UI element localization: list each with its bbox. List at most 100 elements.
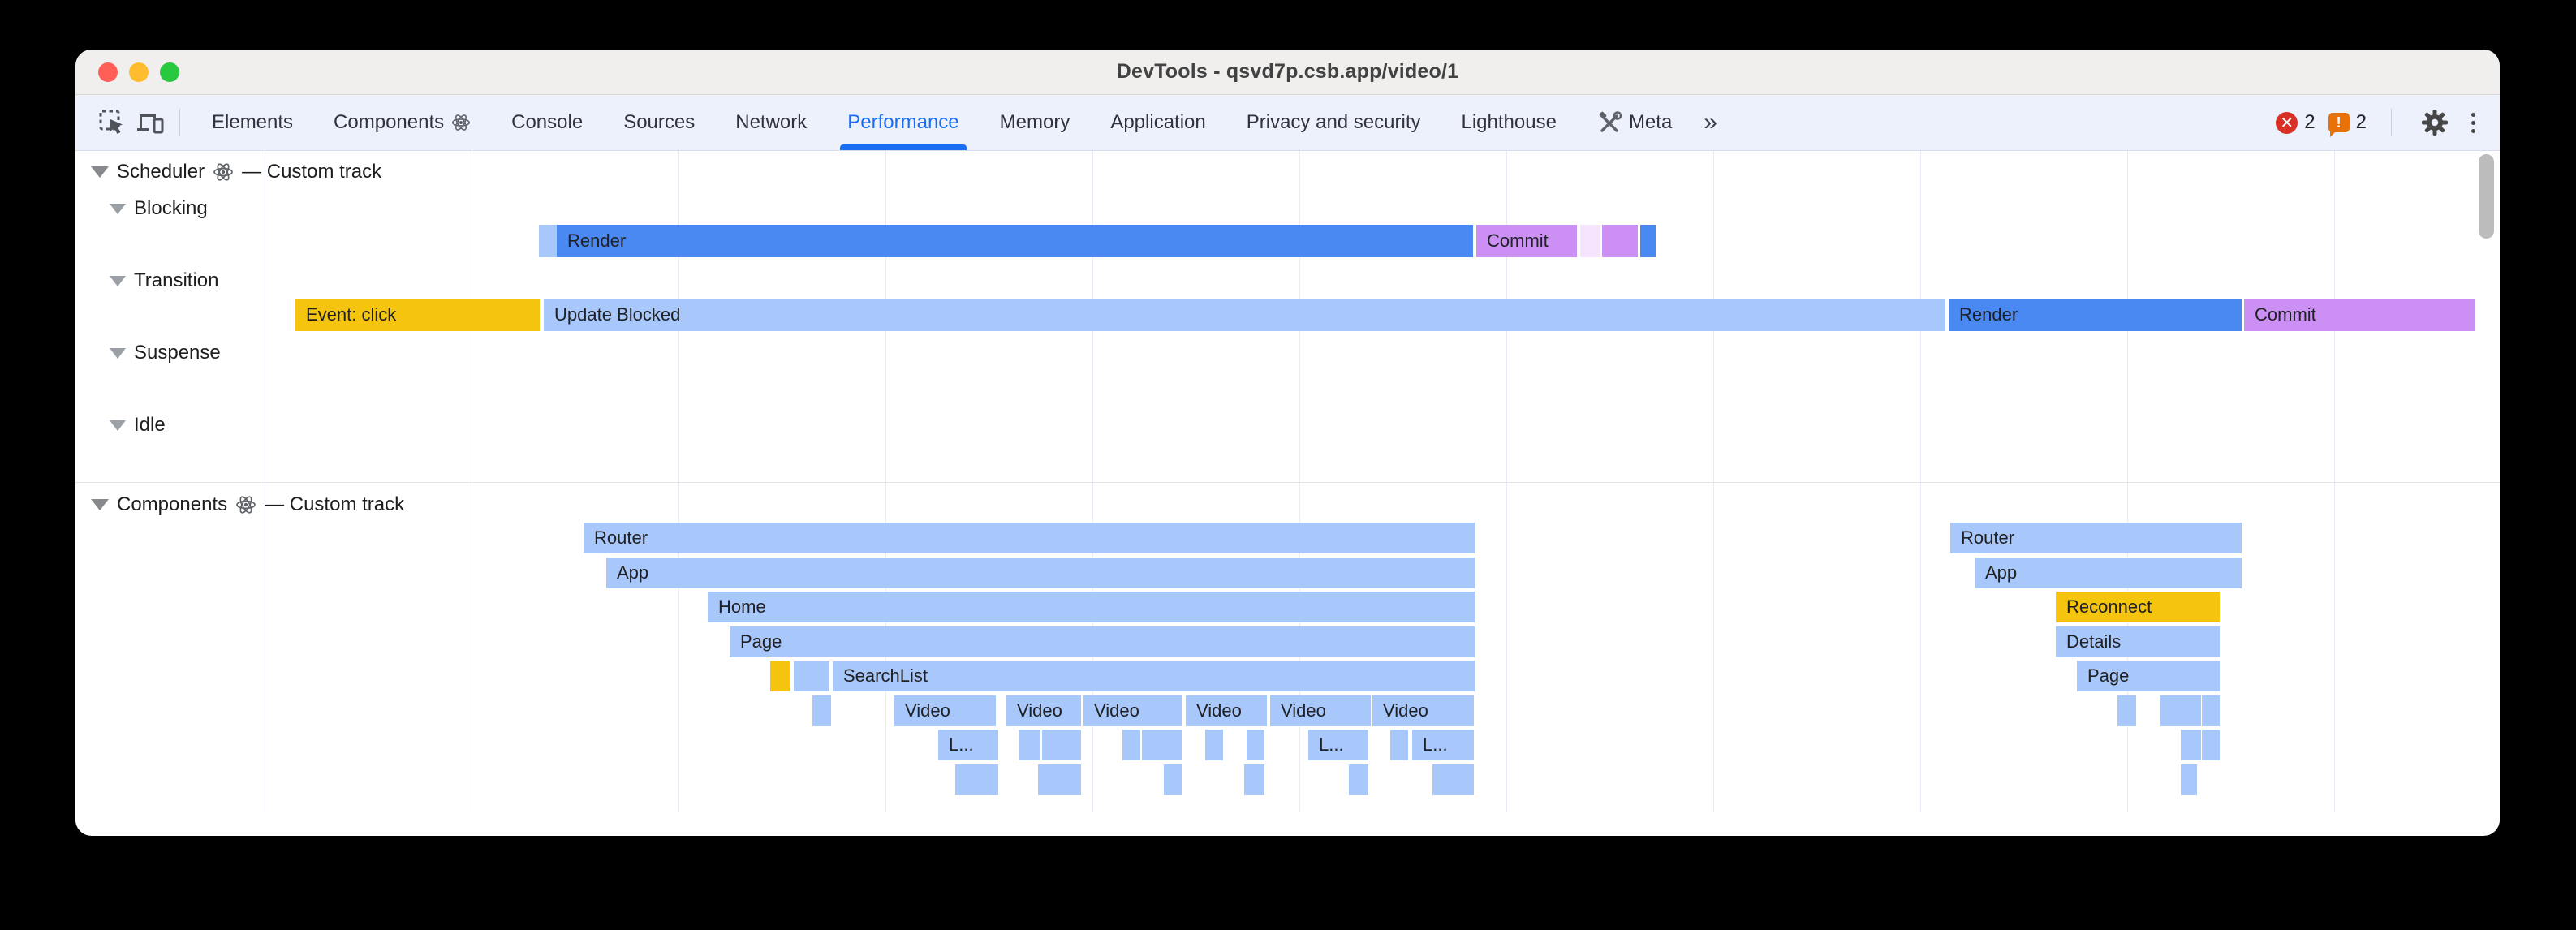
tab-network[interactable]: Network: [715, 95, 827, 150]
bar-label: Commit: [2255, 304, 2316, 325]
loader-2[interactable]: L...: [1308, 730, 1368, 760]
tab-meta[interactable]: Meta: [1577, 95, 1692, 150]
tab-elements[interactable]: Elements: [192, 95, 313, 150]
transition-render[interactable]: Render: [1949, 299, 2242, 331]
more-tabs-chevron[interactable]: »: [1692, 95, 1729, 150]
bar-label: Render: [567, 230, 627, 251]
blocking-violet-2[interactable]: [1602, 225, 1638, 257]
subtrack-label: Suspense: [134, 342, 221, 364]
tab-console[interactable]: Console: [491, 95, 603, 150]
tab-label: Sources: [623, 111, 696, 133]
flame-bar[interactable]: [1247, 730, 1264, 760]
tab-label: Application: [1110, 111, 1206, 133]
video-pre[interactable]: [812, 695, 831, 726]
tab-label: Elements: [212, 111, 294, 133]
video-5[interactable]: Video: [1270, 695, 1371, 726]
bar-label: App: [617, 562, 649, 583]
flame-bar[interactable]: [2202, 730, 2220, 760]
subtrack-suspense[interactable]: Suspense: [110, 342, 221, 364]
flame-bar[interactable]: [1390, 730, 1408, 760]
close-window-button[interactable]: [98, 62, 118, 82]
transition-commit[interactable]: Commit: [2244, 299, 2475, 331]
bar-label: Commit: [1487, 230, 1549, 251]
searchlist[interactable]: SearchList: [833, 661, 1475, 691]
bar-label: Video: [1094, 700, 1139, 721]
blocking-post[interactable]: [1640, 225, 1656, 257]
video-1[interactable]: Video: [894, 695, 996, 726]
scheduler-track-header[interactable]: Scheduler — Custom track: [91, 161, 381, 183]
reconnect[interactable]: Reconnect: [2056, 592, 2220, 622]
flame-bar[interactable]: [955, 764, 998, 795]
video-6[interactable]: Video: [1372, 695, 1474, 726]
scrollbar-thumb[interactable]: [2479, 154, 2494, 239]
blocking-commit[interactable]: Commit: [1476, 225, 1577, 257]
video-4[interactable]: Video: [1186, 695, 1267, 726]
gridline: [1506, 151, 1507, 812]
react-atom-icon: [452, 114, 471, 131]
flame-bar[interactable]: [1142, 730, 1182, 760]
flame-bar[interactable]: [1164, 764, 1182, 795]
loader-3[interactable]: L...: [1412, 730, 1474, 760]
react-atom-icon: [236, 496, 256, 514]
flame-bar[interactable]: [2181, 730, 2201, 760]
flame-bar[interactable]: [1019, 730, 1040, 760]
tab-lighthouse[interactable]: Lighthouse: [1441, 95, 1577, 150]
flame-bar[interactable]: [2160, 695, 2201, 726]
video-2[interactable]: Video: [1006, 695, 1081, 726]
tab-performance[interactable]: Performance: [827, 95, 979, 150]
app[interactable]: App: [606, 558, 1475, 588]
collapse-triangle-icon: [110, 347, 126, 359]
bar-label: Update Blocked: [554, 304, 681, 325]
flame-bar[interactable]: [1122, 730, 1140, 760]
router-2[interactable]: Router: [1950, 523, 2242, 553]
event-click[interactable]: Event: click: [295, 299, 540, 331]
inspect-element-icon[interactable]: [93, 104, 131, 141]
home[interactable]: Home: [708, 592, 1475, 622]
video-3[interactable]: Video: [1083, 695, 1182, 726]
bar-label: L...: [949, 734, 974, 755]
collapse-triangle-icon: [91, 499, 109, 510]
page-2[interactable]: Page: [2077, 661, 2220, 691]
components-track-header[interactable]: Components — Custom track: [91, 493, 404, 516]
page[interactable]: Page: [730, 626, 1475, 657]
searchlist-yellow[interactable]: [770, 661, 790, 691]
flame-bar[interactable]: [1244, 764, 1264, 795]
minimize-window-button[interactable]: [129, 62, 149, 82]
subtrack-transition[interactable]: Transition: [110, 269, 218, 292]
tab-sources[interactable]: Sources: [603, 95, 715, 150]
device-toolbar-icon[interactable]: [131, 104, 168, 141]
flame-bar[interactable]: [1432, 764, 1474, 795]
subtrack-blocking[interactable]: Blocking: [110, 197, 208, 220]
tab-memory[interactable]: Memory: [980, 95, 1091, 150]
subtrack-idle[interactable]: Idle: [110, 414, 166, 437]
bar-label: Video: [1196, 700, 1242, 721]
react-atom-icon: [213, 163, 233, 181]
blocking-pale[interactable]: [1580, 225, 1600, 257]
blocking-pre[interactable]: [539, 225, 557, 257]
settings-gear-icon[interactable]: [2416, 104, 2453, 141]
blocking-render[interactable]: Render: [557, 225, 1473, 257]
app-2[interactable]: App: [1975, 558, 2242, 588]
tab-application[interactable]: Application: [1090, 95, 1226, 150]
loader-1[interactable]: L...: [938, 730, 998, 760]
warning-badge[interactable]: ! 2: [2328, 111, 2367, 137]
collapse-triangle-icon: [110, 275, 126, 286]
flame-bar[interactable]: [1205, 730, 1223, 760]
error-badge[interactable]: ✕ 2: [2276, 111, 2315, 134]
tab-components[interactable]: Components: [313, 95, 491, 150]
more-options-icon[interactable]: [2466, 108, 2480, 138]
tab-privacy-and-security[interactable]: Privacy and security: [1226, 95, 1441, 150]
update-blocked[interactable]: Update Blocked: [544, 299, 1945, 331]
flame-bar[interactable]: [1038, 764, 1081, 795]
bar-label: Video: [1017, 700, 1062, 721]
flame-bar[interactable]: [1349, 764, 1368, 795]
zoom-window-button[interactable]: [160, 62, 179, 82]
flame-bar[interactable]: [2202, 695, 2220, 726]
flame-bar[interactable]: [1042, 730, 1081, 760]
flame-bar[interactable]: [2117, 695, 2136, 726]
details[interactable]: Details: [2056, 626, 2220, 657]
searchlist-pre[interactable]: [794, 661, 829, 691]
gridline: [2127, 151, 2128, 812]
router[interactable]: Router: [584, 523, 1475, 553]
flame-bar[interactable]: [2181, 764, 2197, 795]
